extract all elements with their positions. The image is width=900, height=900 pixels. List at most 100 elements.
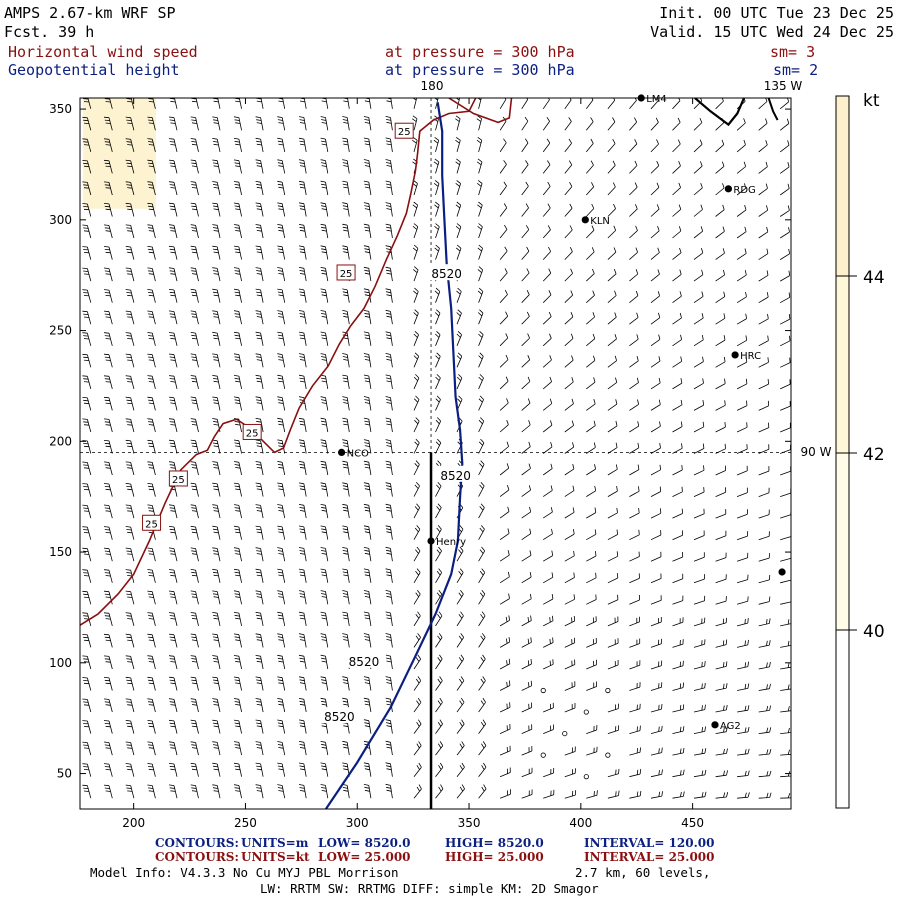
colorbar-tick-label: 40 <box>863 622 885 642</box>
x-tick-label: 300 <box>346 816 369 830</box>
height-label-bg <box>317 707 362 724</box>
x-tick-label: 450 <box>681 816 704 830</box>
field1-smoothing: sm= 3 <box>770 43 815 61</box>
colorbar-unit: kt <box>863 91 880 111</box>
map-plot: 25 25 25 25 25 8520 8520 8520 8520 LM4 RDG KLN HRC… <box>49 94 792 830</box>
station-label: RDG <box>733 185 755 196</box>
colorbar-bin-44 <box>835 95 850 277</box>
speed-contour-label-box <box>336 264 356 281</box>
colorbar-empty <box>835 629 850 809</box>
footer-units: UNITS=m <box>241 836 309 850</box>
speed-contour-label: 25 <box>172 475 185 486</box>
station-marker <box>581 216 589 224</box>
calm-wind-marker <box>605 752 611 758</box>
speed-contour-label-box <box>242 423 262 440</box>
lon-label-135w: 135 W <box>764 79 803 93</box>
model-physics: LW: RRTM SW: RRTMG DIFF: simple KM: 2D S… <box>260 881 599 896</box>
field2-name: Geopotential height <box>8 61 180 79</box>
wind-barbs <box>82 98 791 799</box>
field2-smoothing: sm= 2 <box>773 61 818 79</box>
footer-low: LOW= 25.000 <box>318 850 411 864</box>
station-label: NCO <box>347 448 369 459</box>
footer-interval: INTERVAL= 25.000 <box>584 850 715 864</box>
height-label-bg <box>424 264 469 281</box>
y-tick-label: 50 <box>57 767 72 781</box>
model-info: Model Info: V4.3.3 No Cu MYJ PBL Morriso… <box>90 865 399 880</box>
speed-contour-label-box <box>394 122 414 139</box>
footer-label: CONTOURS: <box>155 850 239 864</box>
height-label-bg <box>433 465 478 482</box>
y-tick-label: 350 <box>49 102 72 116</box>
x-tick-label: 350 <box>458 816 481 830</box>
colorbar-bin-42 <box>835 275 850 454</box>
x-tick-label: 200 <box>122 816 145 830</box>
init-time: Init. 00 UTC Tue 23 Dec 25 <box>659 4 894 22</box>
x-tick-label: 250 <box>234 816 257 830</box>
speed-contour-label: 25 <box>145 519 158 530</box>
footer-high: HIGH= 25.000 <box>445 850 544 864</box>
model-resolution: 2.7 km, 60 levels, <box>575 865 710 880</box>
station-marker <box>711 721 719 729</box>
calm-wind-marker <box>583 709 589 715</box>
footer-high: HIGH= 8520.0 <box>445 836 544 850</box>
stations: LM4 RDG KLN HRC NCO Henry AG2 <box>337 94 786 732</box>
colorbar-tick-label: 44 <box>863 268 885 288</box>
calm-wind-marker <box>540 752 546 758</box>
speed-contour-label-box <box>142 514 162 531</box>
height-contour-8520 <box>324 102 464 809</box>
footer-low: LOW= 8520.0 <box>318 836 411 850</box>
colorbar-tick-label: 42 <box>863 445 885 465</box>
plot-frame <box>79 97 792 810</box>
station-label: KLN <box>590 216 610 227</box>
height-contour-label: 8520 <box>440 469 471 483</box>
valid-time: Valid. 15 UTC Wed 24 Dec 25 <box>650 23 894 41</box>
footer-label: CONTOURS: <box>155 836 239 850</box>
height-contour-label: 8520 <box>431 267 462 281</box>
height-contours: 8520 8520 8520 8520 <box>317 102 478 809</box>
calm-wind-marker <box>583 774 589 780</box>
station-label: LM4 <box>646 94 667 105</box>
speed-contour-label: 25 <box>398 127 411 138</box>
calm-wind-marker <box>605 687 611 694</box>
y-tick-label: 250 <box>49 324 72 338</box>
forecast-hour: Fcst. 39 h <box>4 23 94 41</box>
speed-contour-25kt <box>448 98 513 124</box>
station-marker <box>778 568 786 576</box>
footer-contours-speed: CONTOURS: UNITS=kt LOW= 25.000 HIGH= 25.… <box>155 850 715 864</box>
calm-wind-marker <box>540 687 546 694</box>
shaded-speed-region <box>82 98 157 209</box>
wind-barb-field <box>82 98 791 799</box>
field1-name: Horizontal wind speed <box>8 43 198 61</box>
station-label: HRC <box>740 351 761 362</box>
speed-shading <box>82 98 157 209</box>
graticule <box>80 98 791 809</box>
lon-label-90w: 90 W <box>801 445 832 459</box>
coastline <box>694 98 746 127</box>
station-label: AG2 <box>720 721 741 732</box>
y-tick-label: 150 <box>49 545 72 559</box>
colorbar: kt 40 42 44 <box>835 91 885 809</box>
y-tick-label: 100 <box>49 656 72 670</box>
height-contour-label: 8520 <box>324 710 355 724</box>
speed-contour-label: 25 <box>340 269 353 280</box>
coastline <box>767 98 779 121</box>
y-tick-label: 200 <box>49 434 72 448</box>
station-label: Henry <box>436 537 466 548</box>
footer-interval: INTERVAL= 120.00 <box>584 836 715 850</box>
footer-contours-height: CONTOURS: UNITS=m LOW= 8520.0 HIGH= 8520… <box>155 836 715 850</box>
speed-contours: 25 25 25 25 25 <box>80 98 513 626</box>
lon-label-180: 180 <box>421 79 444 93</box>
x-tick-label: 400 <box>569 816 592 830</box>
station-marker <box>731 351 739 359</box>
calm-wind-marker <box>562 730 568 737</box>
height-contour-label: 8520 <box>349 655 380 669</box>
axis-ticks: 200 250 300 350 400 450 50 100 150 200 250 300 350 <box>49 98 791 830</box>
coastlines <box>694 98 779 127</box>
speed-contour-label: 25 <box>246 428 259 439</box>
station-marker <box>427 537 435 545</box>
model-title: AMPS 2.67-km WRF SP <box>4 4 176 22</box>
station-marker <box>724 185 732 193</box>
station-marker <box>337 448 346 456</box>
field2-level: at pressure = 300 hPa <box>385 61 575 79</box>
